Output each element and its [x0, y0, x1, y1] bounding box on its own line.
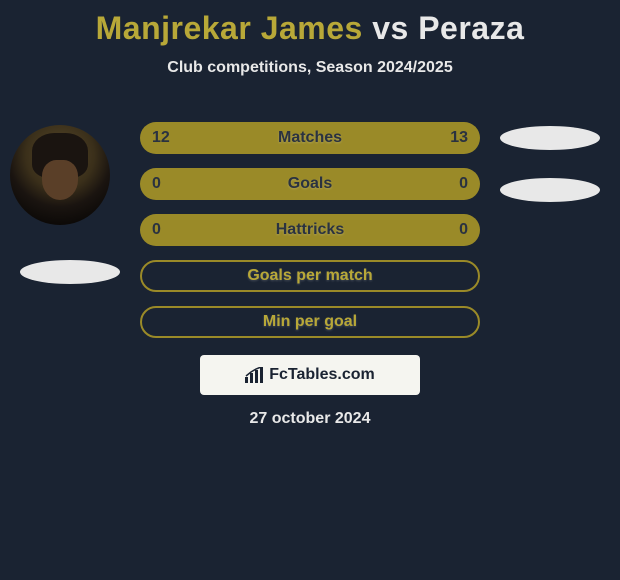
stat-hattricks-right: 0 [459, 221, 468, 239]
page-title: Manjrekar James vs Peraza [0, 0, 620, 47]
attribution-text: FcTables.com [269, 366, 375, 384]
title-player2: Peraza [418, 10, 524, 46]
date-text: 27 october 2024 [0, 410, 620, 428]
stat-goals-left: 0 [152, 175, 161, 193]
title-player1: Manjrekar James [96, 10, 363, 46]
chart-icon [245, 367, 265, 383]
stats-container: 12 Matches 13 0 Goals 0 0 Hattricks 0 Go… [140, 122, 480, 352]
player1-name-oval [20, 260, 120, 284]
stat-matches-label: Matches [278, 129, 342, 147]
stat-gpm-label: Goals per match [247, 267, 372, 285]
stat-goals-right: 0 [459, 175, 468, 193]
stat-row-gpm: Goals per match [140, 260, 480, 292]
stat-matches-left: 12 [152, 129, 170, 147]
subtitle: Club competitions, Season 2024/2025 [0, 59, 620, 77]
title-vs: vs [372, 10, 409, 46]
stat-hattricks-label: Hattricks [276, 221, 344, 239]
stat-row-hattricks: 0 Hattricks 0 [140, 214, 480, 246]
stat-row-matches: 12 Matches 13 [140, 122, 480, 154]
player1-avatar [10, 125, 110, 225]
attribution-badge: FcTables.com [200, 355, 420, 395]
stat-matches-right: 13 [450, 129, 468, 147]
stat-hattricks-left: 0 [152, 221, 161, 239]
stat-row-goals: 0 Goals 0 [140, 168, 480, 200]
player2-avatar-oval [500, 126, 600, 150]
stat-row-mpg: Min per goal [140, 306, 480, 338]
stat-mpg-label: Min per goal [263, 313, 357, 331]
stat-goals-label: Goals [288, 175, 332, 193]
player2-name-oval [500, 178, 600, 202]
